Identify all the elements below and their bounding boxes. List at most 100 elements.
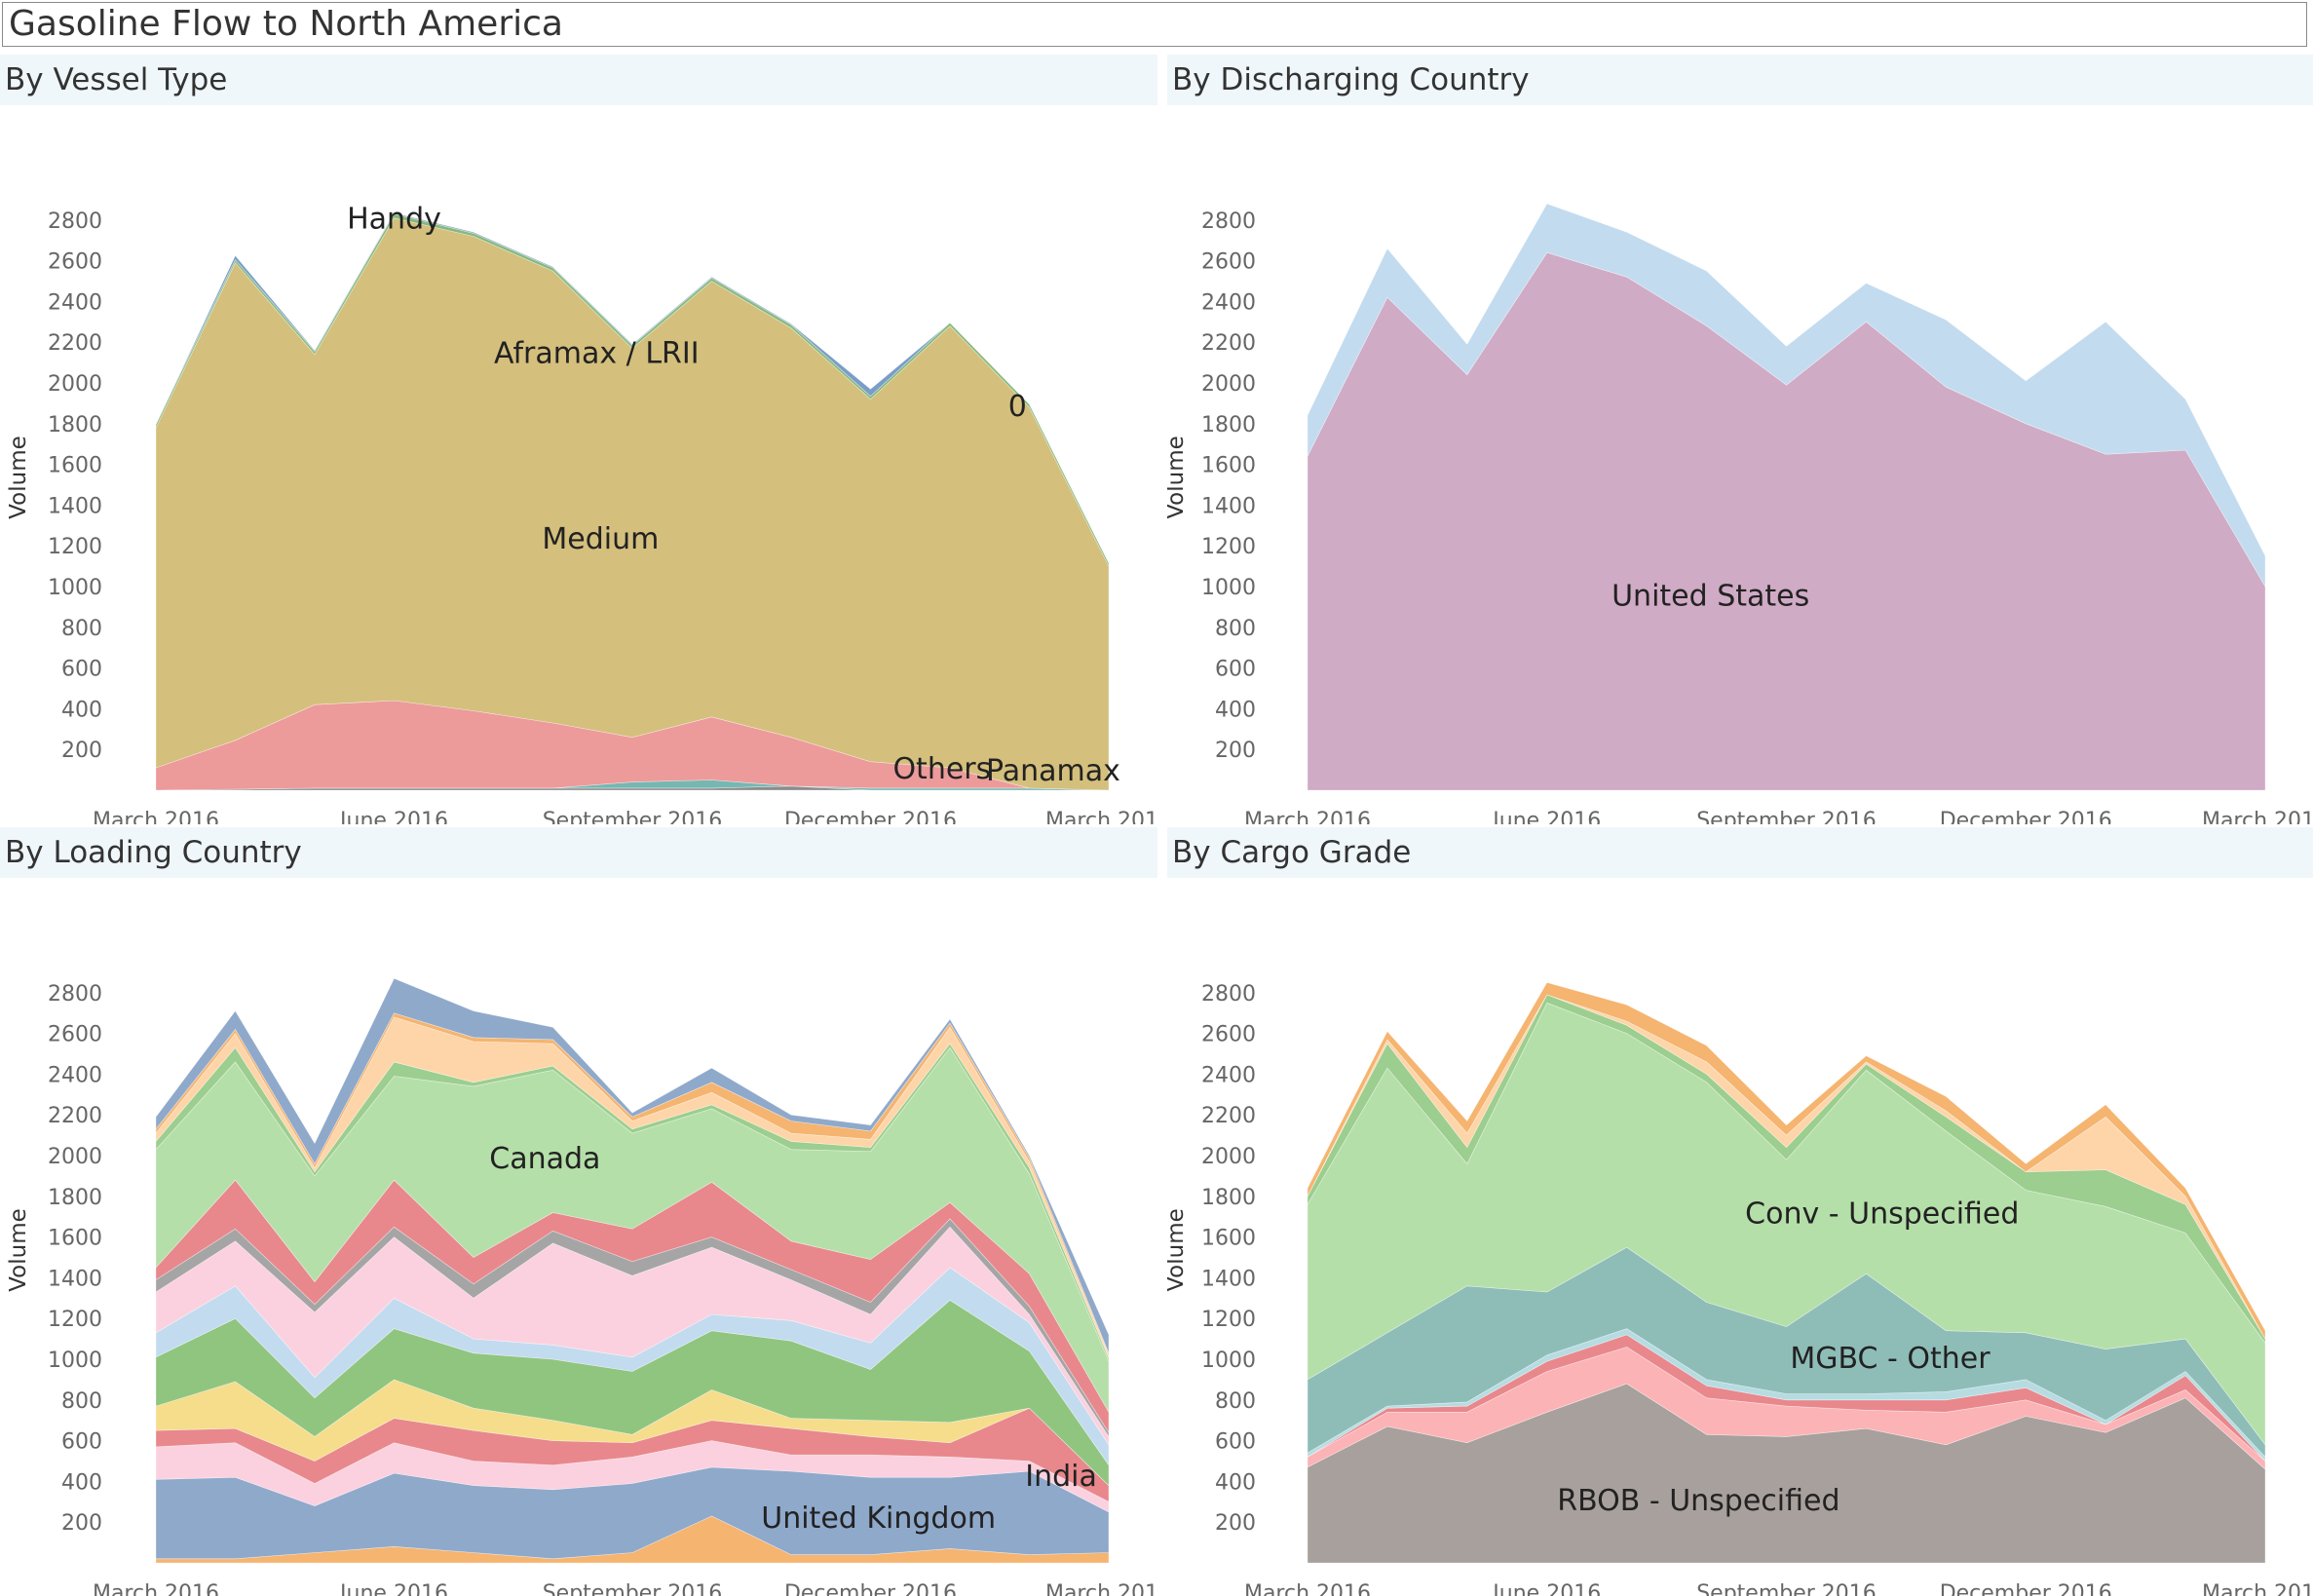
y-tick-label: 600: [1215, 1430, 1256, 1455]
y-tick-label: 2200: [1201, 331, 1256, 356]
y-tick-label: 1000: [1201, 576, 1256, 600]
cargo-grade-area-chart: 200 400 600 800 1000 1200 1400 1600 1800 2000 2200…: [1167, 982, 2313, 1596]
panel-title-loading: By Loading Country: [0, 827, 1157, 878]
y-tick-label: 800: [61, 1389, 102, 1414]
area-label-panamax: Panamax: [986, 754, 1120, 788]
panel-by-vessel-type: By Vessel Type 200 400 600 800 1000 1200 1400 1…: [0, 55, 1157, 824]
x-tick-label: September 2016: [543, 1581, 723, 1596]
panel-title-discharge: By Discharging Country: [1167, 55, 2313, 105]
y-tick-label: 1600: [1201, 454, 1256, 478]
area-series-band-14[interactable]: [155, 977, 1110, 1353]
y-tick-label: 1200: [48, 535, 102, 559]
area-series-band-8[interactable]: [1307, 982, 2266, 1341]
y-tick-label: 200: [61, 739, 102, 763]
panel-title-vessel: By Vessel Type: [0, 55, 1157, 105]
y-tick-label: 1400: [48, 1267, 102, 1291]
area-label-canada: Canada: [489, 1142, 600, 1176]
y-tick-label: 2000: [1201, 372, 1256, 397]
area-series-group: [1307, 982, 2266, 1564]
y-axis-title: Volume: [6, 436, 31, 519]
y-tick-label: 1600: [1201, 1227, 1256, 1251]
area-series-medium[interactable]: [155, 217, 1110, 791]
x-tick-label: March 2017: [1045, 1581, 1157, 1596]
y-tick-label: 2000: [48, 1145, 102, 1169]
y-tick-label: 2400: [1201, 1063, 1256, 1087]
discharging-country-area-chart: 200 400 600 800 1000 1200 1400 1600 1800 2000 2200…: [1167, 203, 2313, 824]
y-tick-label: 2000: [1201, 1145, 1256, 1169]
vessel-type-area-chart: 200 400 600 800 1000 1200 1400 1600 1800 2000 2200…: [6, 203, 1157, 824]
x-tick-label: September 2016: [1696, 809, 1877, 824]
y-tick-label: 1800: [1201, 1186, 1256, 1210]
x-tick-label: March 2017: [2202, 809, 2313, 824]
area-label-united-kingdom: United Kingdom: [761, 1501, 996, 1536]
y-tick-label: 2400: [48, 290, 102, 315]
y-tick-label: 800: [1215, 1389, 1256, 1414]
panel-by-loading-country: By Loading Country 200 400 600 800 1000 1200 1…: [0, 827, 1157, 1596]
x-tick-label: June 2016: [338, 809, 448, 824]
y-tick-label: 1800: [48, 413, 102, 437]
dashboard-title: Gasoline Flow to North America: [2, 2, 2307, 47]
y-tick-label: 2800: [1201, 982, 1256, 1007]
y-tick-label: 2200: [48, 1104, 102, 1128]
area-series-0[interactable]: [155, 212, 1110, 564]
x-tick-label: March 2016: [93, 1581, 219, 1596]
area-label-aframax-lrii: Aframax / LRII: [494, 337, 700, 371]
y-tick-label: 2600: [1201, 250, 1256, 275]
y-tick-label: 400: [1215, 698, 1256, 722]
y-tick-label: 2800: [1201, 209, 1256, 234]
y-tick-label: 1600: [48, 454, 102, 478]
area-label-medium: Medium: [542, 522, 659, 556]
y-tick-label: 1200: [1201, 1308, 1256, 1332]
x-tick-label: September 2016: [1696, 1581, 1877, 1596]
y-tick-label: 600: [61, 1430, 102, 1455]
y-tick-label: 600: [1215, 658, 1256, 682]
y-tick-label: 1600: [48, 1227, 102, 1251]
y-tick-label: 2600: [1201, 1023, 1256, 1047]
y-tick-label: 2000: [48, 372, 102, 397]
y-tick-label: 2200: [1201, 1104, 1256, 1128]
x-tick-label: March 2017: [2202, 1581, 2313, 1596]
y-tick-label: 1200: [48, 1308, 102, 1332]
area-label-conv-unspecified: Conv - Unspecified: [1745, 1197, 2019, 1232]
y-tick-label: 200: [1215, 1511, 1256, 1536]
x-tick-label: March 2017: [1045, 809, 1157, 824]
y-tick-label: 2600: [48, 1023, 102, 1047]
y-tick-label: 800: [1215, 617, 1256, 641]
y-tick-label: 1000: [1201, 1349, 1256, 1373]
y-tick-label: 400: [1215, 1470, 1256, 1495]
y-tick-label: 2400: [1201, 290, 1256, 315]
x-tick-label: December 2016: [1940, 1581, 2112, 1596]
area-series-group: [155, 977, 1110, 1564]
area-series-group: [155, 212, 1110, 791]
x-tick-label: March 2016: [1244, 809, 1371, 824]
y-tick-label: 400: [61, 698, 102, 722]
loading-country-area-chart: 200 400 600 800 1000 1200 1400 1600 1800 2000 2200…: [6, 977, 1157, 1596]
y-tick-label: 1000: [48, 1349, 102, 1373]
y-tick-label: 2200: [48, 331, 102, 356]
area-series-group: [1307, 203, 2266, 791]
y-axis-title: Volume: [1167, 1208, 1189, 1292]
y-tick-label: 800: [61, 617, 102, 641]
y-tick-label: 1800: [1201, 413, 1256, 437]
y-tick-label: 2600: [48, 250, 102, 275]
y-tick-label: 200: [61, 1511, 102, 1536]
area-series-band-1[interactable]: [1307, 203, 2266, 589]
x-tick-label: June 2016: [1491, 1581, 1601, 1596]
y-tick-label: 1400: [1201, 1267, 1256, 1291]
y-tick-label: 1400: [48, 494, 102, 518]
x-tick-label: December 2016: [1940, 809, 2112, 824]
panel-by-cargo-grade: By Cargo Grade 200 400 600 800 1000 1200 1400 1…: [1167, 827, 2313, 1596]
area-label-rbob-unspecified: RBOB - Unspecified: [1557, 1484, 1839, 1518]
y-tick-label: 400: [61, 1470, 102, 1495]
y-tick-label: 2400: [48, 1063, 102, 1087]
area-label-mgbc-other: MGBC - Other: [1790, 1342, 1991, 1376]
x-tick-label: December 2016: [784, 1581, 957, 1596]
y-tick-label: 1000: [48, 576, 102, 600]
panel-by-discharging-country: By Discharging Country 200 400 600 800 1000 1…: [1167, 55, 2313, 824]
y-tick-label: 600: [61, 658, 102, 682]
y-tick-label: 2800: [48, 209, 102, 234]
y-axis-title: Volume: [6, 1208, 31, 1292]
x-tick-label: June 2016: [1491, 809, 1601, 824]
x-tick-label: September 2016: [543, 809, 723, 824]
x-tick-label: March 2016: [93, 809, 219, 824]
